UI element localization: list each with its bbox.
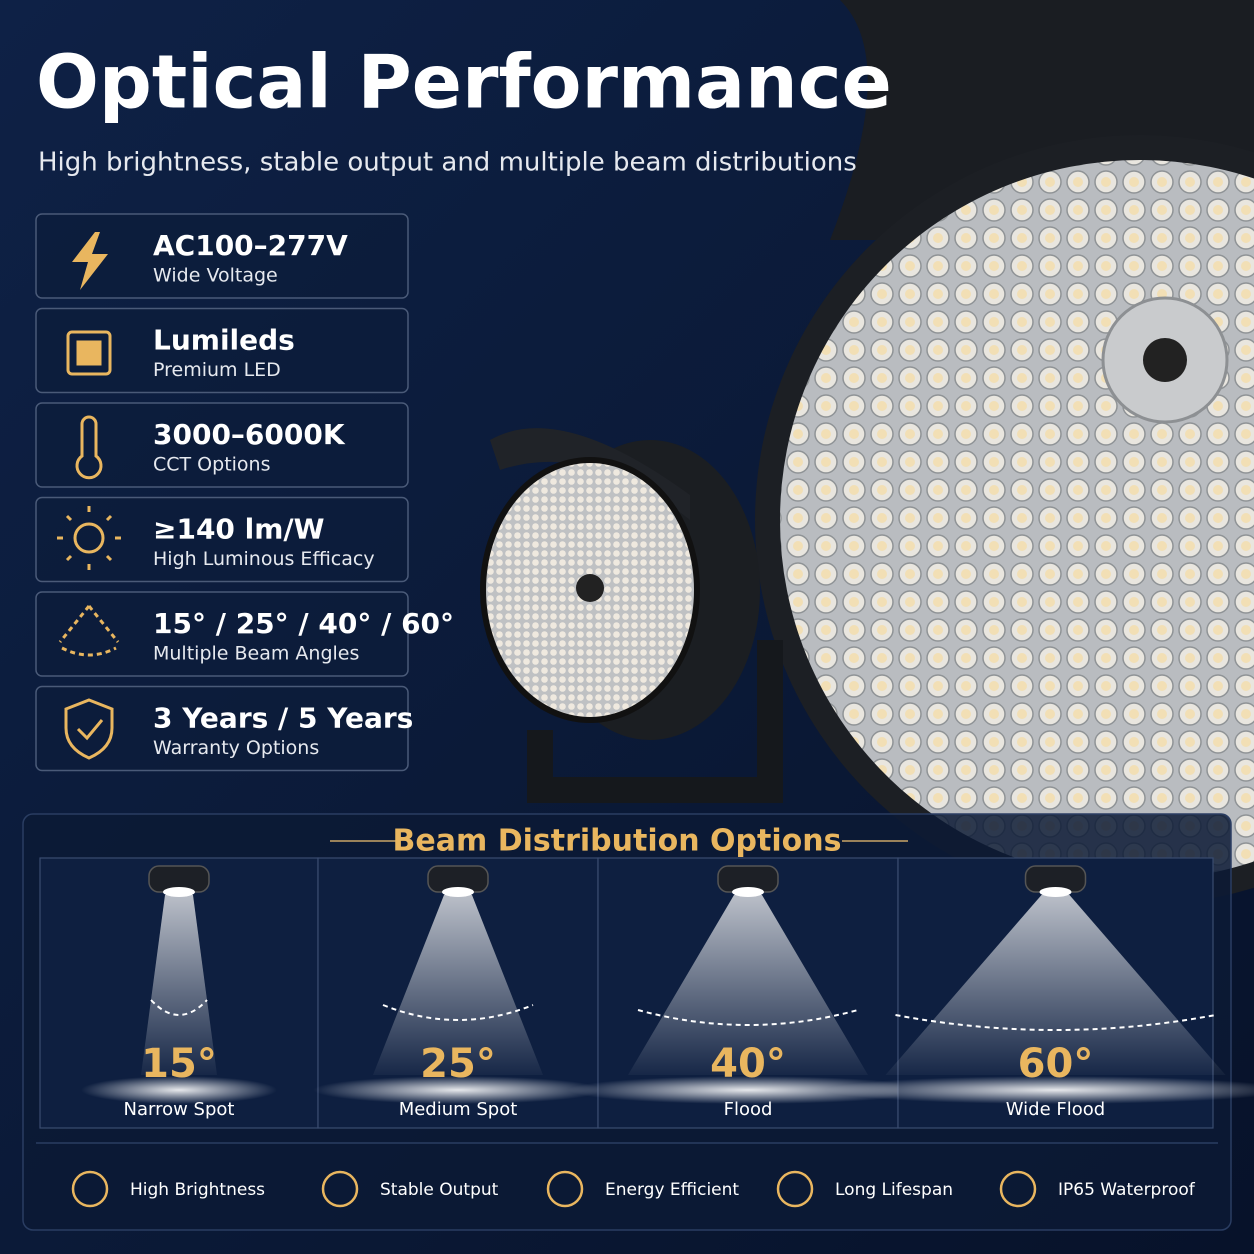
title: Optical Performance xyxy=(36,40,892,126)
beam-arc xyxy=(150,999,208,1016)
feature-box xyxy=(35,591,409,677)
beam-angle: 40° xyxy=(710,1041,786,1087)
feature-title: ≥140 lm/W xyxy=(153,513,325,546)
beam-title: Beam Distribution Options xyxy=(393,824,842,859)
fixture-lens xyxy=(1039,887,1072,897)
beam-label: Wide Flood xyxy=(1006,1099,1105,1120)
beam-angle: 60° xyxy=(1018,1041,1094,1087)
beam-angle: 15° xyxy=(141,1041,217,1087)
footer-item: High Brightness xyxy=(130,1180,265,1200)
light-pool xyxy=(313,1076,603,1104)
feature-subtitle: Warranty Options xyxy=(153,737,319,759)
footer-item: Stable Output xyxy=(380,1180,499,1200)
feature-title: Lumileds xyxy=(153,324,295,357)
footer-icon xyxy=(321,1170,359,1208)
beam-arc xyxy=(895,1014,1216,1031)
light-cone xyxy=(628,895,868,1075)
feature-title: 3 Years / 5 Years xyxy=(153,702,413,735)
feature-title: AC100–277V xyxy=(153,229,348,262)
feature-title: 15° / 25° / 40° / 60° xyxy=(153,607,454,640)
large-lamp xyxy=(755,0,1254,905)
beam-arc xyxy=(637,1009,859,1026)
feature-subtitle: High Luminous Efficacy xyxy=(153,548,375,570)
feature-box xyxy=(35,307,409,394)
fixture-lens xyxy=(442,887,474,897)
fixture-lens xyxy=(163,887,195,897)
footer-item: IP65 Waterproof xyxy=(1058,1180,1196,1200)
beam-label: Medium Spot xyxy=(399,1099,518,1120)
light-cone xyxy=(141,895,217,1075)
fixture-lens xyxy=(732,887,764,897)
light-pool xyxy=(825,1076,1254,1104)
feature-subtitle: Premium LED xyxy=(153,359,281,381)
feature-subtitle: CCT Options xyxy=(153,454,271,476)
feature-box xyxy=(35,496,409,583)
footer-icon xyxy=(546,1170,584,1208)
feature-box xyxy=(35,213,409,299)
feature-icons xyxy=(57,232,121,760)
beam-arc xyxy=(382,1004,534,1021)
subtitle: High brightness, stable output and multi… xyxy=(38,148,857,178)
feature-box xyxy=(35,402,409,488)
light-cone xyxy=(373,895,543,1075)
beam-label: Flood xyxy=(724,1099,773,1120)
light-pool xyxy=(568,1076,928,1104)
footer-item: Long Lifespan xyxy=(835,1180,953,1200)
feature-title: 3000–6000K xyxy=(153,418,346,451)
small-lamp xyxy=(480,428,783,803)
footer-item: Energy Efficient xyxy=(605,1180,739,1200)
light-pool xyxy=(81,1076,277,1104)
footer-icon xyxy=(71,1170,109,1208)
feature-subtitle: Wide Voltage xyxy=(153,265,278,287)
feature-box xyxy=(35,685,409,772)
feature-subtitle: Multiple Beam Angles xyxy=(153,643,359,665)
footer-icon xyxy=(776,1170,814,1208)
beam-label: Narrow Spot xyxy=(124,1099,235,1120)
footer-icon xyxy=(999,1170,1037,1208)
light-cone xyxy=(885,895,1226,1075)
beam-angle: 25° xyxy=(420,1041,496,1087)
